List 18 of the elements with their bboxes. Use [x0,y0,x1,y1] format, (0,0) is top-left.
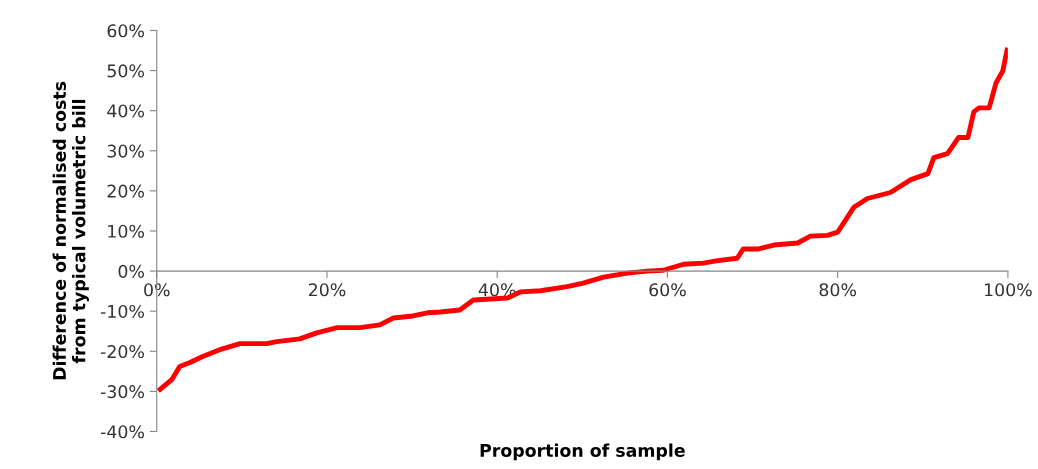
y-tick-label: -10% [100,304,144,319]
y-tick-label: 40% [107,104,144,118]
x-axis-title: Proportion of sample [480,443,685,461]
x-tick-label: 20% [308,283,346,297]
y-tick-label: 20% [107,184,144,198]
x-tick-label: 100% [984,283,1032,297]
y-tick-label: -40% [100,425,144,439]
y-axis-title: Difference of normalised costs from typical volumetric bill [52,81,89,380]
y-tick-label: -30% [100,385,144,399]
y-tick-label: -20% [100,344,144,359]
x-tick-label: 80% [819,283,856,297]
y-tick-label: 60% [107,24,144,38]
y-tick-label: 50% [107,64,144,78]
y-tick-label: 0% [118,264,144,278]
y-tick-label: 10% [108,224,144,238]
x-tick-label: 0% [144,283,170,297]
x-tick-label: 60% [649,283,686,297]
y-tick-label: 30% [107,144,144,158]
